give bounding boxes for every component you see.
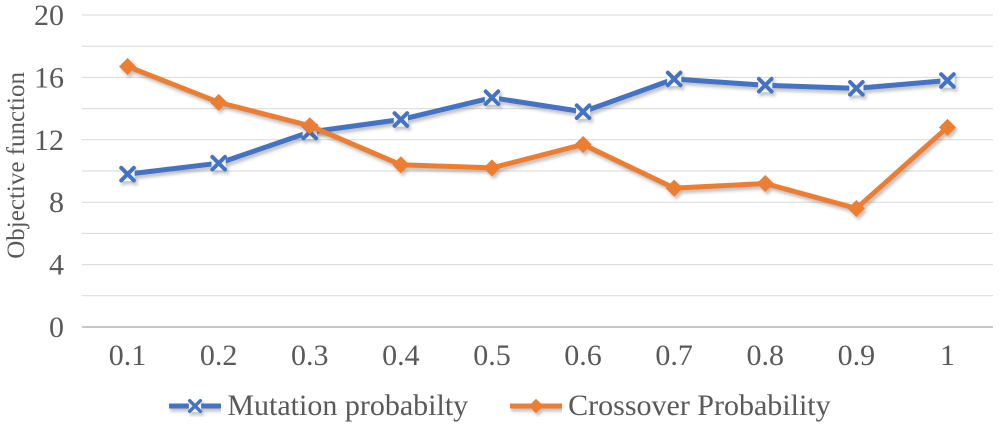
y-axis-ticks: 0 4 8 12 16 20 (34, 0, 64, 344)
diamond-marker-icon (665, 179, 683, 197)
x-tick-label: 0.7 (655, 339, 693, 372)
x-marker-icon (210, 154, 227, 172)
x-marker-icon (848, 80, 865, 97)
series-mutation-probabilty (119, 70, 956, 183)
legend-line-x-icon (169, 395, 222, 417)
legend-item-mutation-probabilty: Mutation probabilty (169, 391, 468, 421)
x-tick-label: 0.3 (291, 339, 329, 372)
diamond-marker-icon (210, 93, 228, 111)
gridlines (82, 14, 993, 328)
x-tick-label: 1 (940, 339, 955, 372)
x-tick-label: 0.4 (382, 339, 420, 372)
y-tick-label: 8 (49, 186, 64, 219)
legend-label: Crossover Probability (568, 389, 831, 422)
x-marker-icon (188, 398, 203, 414)
diamond-marker-icon (119, 57, 137, 75)
y-tick-label: 0 (49, 311, 64, 344)
x-tick-label: 0.9 (838, 339, 876, 372)
series-line (125, 63, 950, 211)
y-tick-label: 20 (34, 0, 64, 32)
y-tick-label: 16 (34, 61, 64, 94)
x-tick-label: 0.1 (109, 339, 147, 372)
diamond-marker-icon (756, 174, 774, 192)
x-marker-icon (119, 165, 136, 183)
x-marker-icon (392, 111, 410, 128)
x-tick-label: 0.2 (200, 339, 238, 372)
series-line (125, 76, 950, 177)
x-marker-icon (665, 70, 683, 88)
series-crossover-probability (119, 57, 956, 217)
diamond-marker-icon (574, 135, 592, 153)
legend: Mutation probabilty Crossover Probabilit… (0, 386, 1000, 426)
legend-item-crossover-probability: Crossover Probability (510, 391, 831, 421)
x-axis-ticks: 0.1 0.2 0.3 0.4 0.5 0.6 0.7 0.8 0.9 1 (109, 339, 955, 372)
y-tick-label: 12 (34, 124, 64, 157)
legend-line-diamond-icon (510, 395, 563, 417)
diamond-marker-icon (392, 156, 410, 174)
x-marker-icon (574, 103, 592, 121)
y-tick-label: 4 (49, 249, 64, 282)
x-tick-label: 0.8 (747, 339, 785, 372)
diamond-marker-icon (847, 199, 865, 217)
x-marker-icon (756, 76, 774, 94)
x-tick-label: 0.6 (564, 339, 602, 372)
x-marker-icon (939, 72, 956, 89)
diamond-marker-icon (301, 117, 319, 135)
legend-label: Mutation probabilty (227, 389, 469, 422)
x-marker-icon (483, 89, 501, 106)
diamond-marker-icon (483, 159, 501, 177)
diamond-marker-icon (528, 398, 544, 414)
diamond-marker-icon (938, 118, 956, 136)
x-tick-label: 0.5 (473, 339, 511, 372)
